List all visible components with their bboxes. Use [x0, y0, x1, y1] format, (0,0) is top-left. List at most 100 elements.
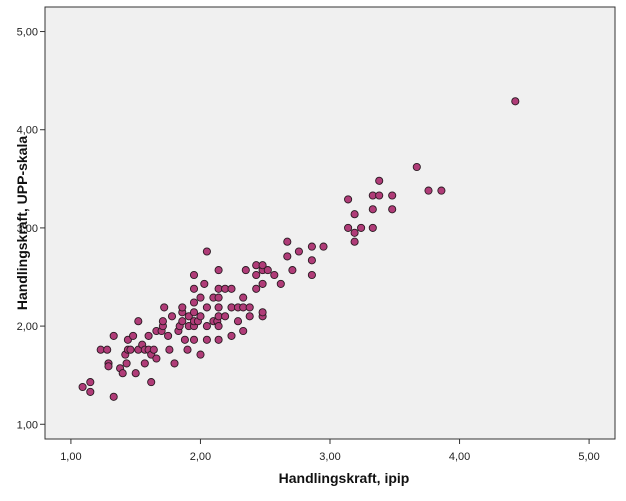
data-point [233, 317, 243, 326]
data-point [118, 369, 127, 378]
data-point [202, 335, 211, 344]
data-point [103, 345, 112, 354]
data-point [131, 369, 140, 378]
data-point [165, 345, 174, 354]
data-point [307, 256, 316, 265]
data-point [344, 195, 353, 204]
data-point [144, 331, 153, 340]
data-point [183, 345, 192, 354]
data-point [214, 322, 223, 331]
data-point [252, 284, 261, 293]
data-point [126, 345, 135, 354]
data-point [368, 205, 377, 214]
data-point [424, 186, 433, 195]
data-point [344, 223, 353, 232]
x-tick-label: 5,00 [578, 451, 599, 463]
data-point [375, 191, 384, 200]
data-point [263, 266, 272, 275]
data-point [412, 162, 421, 172]
data-point [189, 284, 199, 293]
data-point [104, 362, 113, 371]
data-point [245, 303, 254, 312]
data-point [214, 303, 223, 312]
data-point [189, 308, 199, 317]
y-axis-ticks: 1,00 2,00 3,00 4,00 5,00 [17, 27, 45, 431]
data-point [109, 331, 118, 340]
data-point [350, 228, 359, 237]
data-point [189, 270, 199, 280]
data-point [283, 252, 292, 261]
data-point [189, 298, 199, 307]
data-point [140, 359, 149, 368]
data-point [214, 335, 223, 344]
data-point [170, 359, 179, 368]
data-point [214, 293, 223, 302]
y-tick-label: 5,00 [17, 27, 38, 39]
y-tick-label: 1,00 [17, 419, 38, 431]
data-point [227, 331, 236, 340]
data-point [368, 223, 377, 232]
data-point [202, 322, 211, 331]
y-tick-label: 2,00 [17, 321, 38, 333]
data-point [129, 331, 138, 340]
data-point [202, 247, 211, 256]
data-point [388, 191, 397, 200]
data-point [511, 97, 520, 106]
data-point [149, 345, 158, 354]
data-point [196, 312, 205, 321]
data-point [158, 317, 167, 326]
data-point [258, 261, 267, 270]
data-point [357, 223, 366, 232]
x-tick-label: 3,00 [319, 451, 340, 463]
data-point [134, 317, 143, 326]
x-tick-label: 1,00 [60, 451, 81, 463]
data-point [350, 237, 359, 246]
data-point [294, 247, 303, 256]
data-point [241, 266, 250, 275]
data-point [258, 279, 267, 288]
data-point [178, 317, 187, 326]
plot-area [44, 6, 616, 440]
x-axis-ticks: 1,00 2,00 3,00 4,00 5,00 [60, 439, 600, 463]
data-point [319, 242, 328, 251]
x-tick-label: 2,00 [190, 451, 211, 463]
y-axis-title: Handlingskraft, UPP-skala [14, 136, 30, 310]
data-points [78, 97, 520, 401]
data-point [258, 308, 267, 317]
data-point [180, 335, 189, 344]
data-point [276, 279, 285, 288]
data-point [252, 270, 261, 280]
x-tick-label: 4,00 [449, 451, 470, 463]
data-point [200, 279, 209, 288]
data-point [152, 354, 161, 363]
y-tick-label: 4,00 [17, 125, 38, 137]
data-point [307, 270, 316, 280]
y-tick-label: 3,00 [17, 223, 38, 235]
data-point [239, 326, 248, 336]
data-point [78, 382, 87, 392]
data-point [375, 176, 384, 185]
data-point [167, 312, 177, 321]
data-point [288, 266, 297, 275]
data-point [122, 359, 131, 368]
data-point [214, 266, 223, 275]
data-point [307, 242, 316, 251]
data-point [189, 335, 199, 344]
data-point [109, 392, 118, 401]
data-point [283, 237, 292, 246]
data-point [270, 270, 279, 280]
data-point [227, 284, 236, 293]
data-point [196, 350, 205, 359]
data-point [239, 293, 248, 302]
data-point [164, 331, 173, 340]
data-point [86, 387, 95, 396]
data-point [437, 186, 446, 195]
data-point [245, 312, 254, 321]
data-point [221, 312, 230, 321]
data-point [196, 293, 205, 302]
data-point [388, 205, 397, 214]
data-point [147, 378, 156, 387]
data-point [178, 303, 187, 312]
data-point [202, 303, 211, 312]
